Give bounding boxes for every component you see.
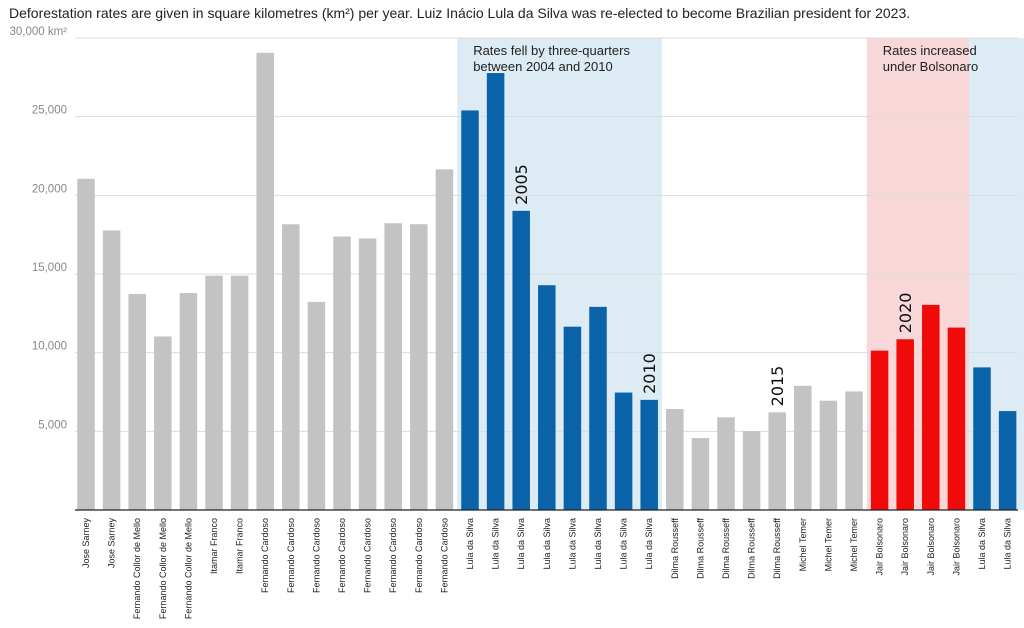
x-tick-label: Dilma Rousseff: [747, 518, 757, 579]
chart-subtitle: Deforestation rates are given in square …: [9, 5, 911, 21]
bar: [256, 52, 274, 511]
bars: [77, 52, 1017, 511]
bar: [870, 350, 889, 510]
bar: [666, 409, 684, 510]
x-tick-label: Fernando Cardoso: [260, 518, 270, 593]
x-tick-label: Michel Temer: [823, 518, 833, 571]
x-tick-label: Jose Sarney: [81, 518, 91, 569]
x-tick-label: Itamar Franco: [235, 518, 245, 574]
x-tick-label: Michel Temer: [849, 518, 859, 571]
band-annotation-line: under Bolsonaro: [883, 59, 978, 74]
bar: [973, 367, 991, 510]
bar: [333, 236, 351, 511]
bar: [614, 392, 633, 510]
x-tick-label: Lula da Silva: [644, 518, 654, 570]
x-tick-label: Lula da Silva: [491, 518, 501, 570]
bar: [230, 275, 249, 510]
bar: [538, 285, 556, 510]
bar: [768, 412, 786, 510]
x-tick-label: Fernando Cardoso: [363, 518, 373, 593]
bar: [563, 326, 582, 510]
bar: [77, 178, 95, 510]
bar: [589, 306, 607, 510]
x-tick-label: Itamar Franco: [209, 518, 219, 574]
bar: [410, 224, 428, 511]
bar: [307, 301, 326, 510]
x-tick-label: Lula da Silva: [516, 518, 526, 570]
x-tick-label: Fernando Cardoso: [337, 518, 347, 593]
x-tick-label: Lula da Silva: [465, 518, 475, 570]
x-tick-label: Dilma Rousseff: [695, 518, 705, 579]
x-tick-label: Dilma Rousseff: [772, 518, 782, 579]
bar: [742, 431, 761, 510]
x-tick-label: Lula da Silva: [542, 518, 552, 570]
y-tick-label: 30,000 km²: [9, 26, 67, 38]
bar: [794, 385, 812, 510]
bar: [998, 411, 1017, 510]
bar: [128, 293, 146, 510]
band-annotation-line: Rates increased: [883, 43, 977, 58]
band-annotation-line: between 2004 and 2010: [473, 59, 613, 74]
y-tick-label: 15,000: [32, 262, 67, 274]
x-tick-label: Fernando Collor de Mello: [183, 518, 193, 619]
x-tick-label: Fernando Collor de Mello: [132, 518, 142, 619]
x-tick-label: Jair Bolsonaro: [926, 518, 936, 576]
x-tick-label: Dilma Rousseff: [721, 518, 731, 579]
year-label: 2010: [640, 353, 659, 394]
bar: [205, 275, 223, 510]
x-tick-label: Fernando Collor de Mello: [158, 518, 168, 619]
band-annotation-line: Rates fell by three-quarters: [473, 43, 630, 58]
bar: [819, 400, 838, 510]
bar: [512, 210, 530, 510]
x-tick-label: Fernando Cardoso: [388, 518, 398, 593]
bar: [282, 224, 300, 510]
x-tick-label: Fernando Cardoso: [414, 518, 424, 593]
bar: [435, 169, 454, 510]
bar: [640, 399, 658, 510]
x-tick-label: Fernando Cardoso: [311, 518, 321, 593]
x-tick-label: Jair Bolsonaro: [900, 518, 910, 576]
x-tick-label: Dilma Rousseff: [670, 518, 680, 579]
x-tick-label: Michel Temer: [798, 518, 808, 571]
bar: [947, 327, 966, 510]
y-tick-label: 20,000: [32, 183, 67, 195]
year-label: 2005: [512, 164, 531, 205]
x-tick-label: Jose Sarney: [107, 518, 117, 569]
x-tick-label: Lula da Silva: [1003, 518, 1013, 570]
x-tick-label: Jair Bolsonaro: [951, 518, 961, 576]
y-tick-label: 10,000: [32, 341, 67, 353]
bar: [154, 336, 172, 510]
bar: [922, 304, 940, 510]
bar: [486, 73, 505, 510]
y-tick-label: 25,000: [32, 105, 67, 117]
x-tick-label: Lula da Silva: [567, 518, 577, 570]
bar: [691, 438, 710, 510]
bar: [384, 223, 402, 510]
bar: [896, 339, 914, 510]
x-tick-label: Fernando Cardoso: [286, 518, 296, 593]
x-tick-label: Jair Bolsonaro: [875, 518, 885, 576]
x-tick-label: Lula da Silva: [977, 518, 987, 570]
bar: [845, 391, 863, 510]
bar: [358, 238, 377, 510]
x-tick-label: Lula da Silva: [593, 518, 603, 570]
x-tick-label: Fernando Cardoso: [439, 518, 449, 593]
y-tick-label: 5,000: [38, 419, 67, 431]
bar: [461, 110, 479, 510]
x-tick-label: Lula da Silva: [619, 518, 629, 570]
bar: [179, 293, 198, 510]
bar: [717, 417, 735, 510]
year-label: 2015: [768, 366, 787, 407]
bar: [102, 230, 121, 510]
year-label: 2020: [896, 293, 915, 334]
